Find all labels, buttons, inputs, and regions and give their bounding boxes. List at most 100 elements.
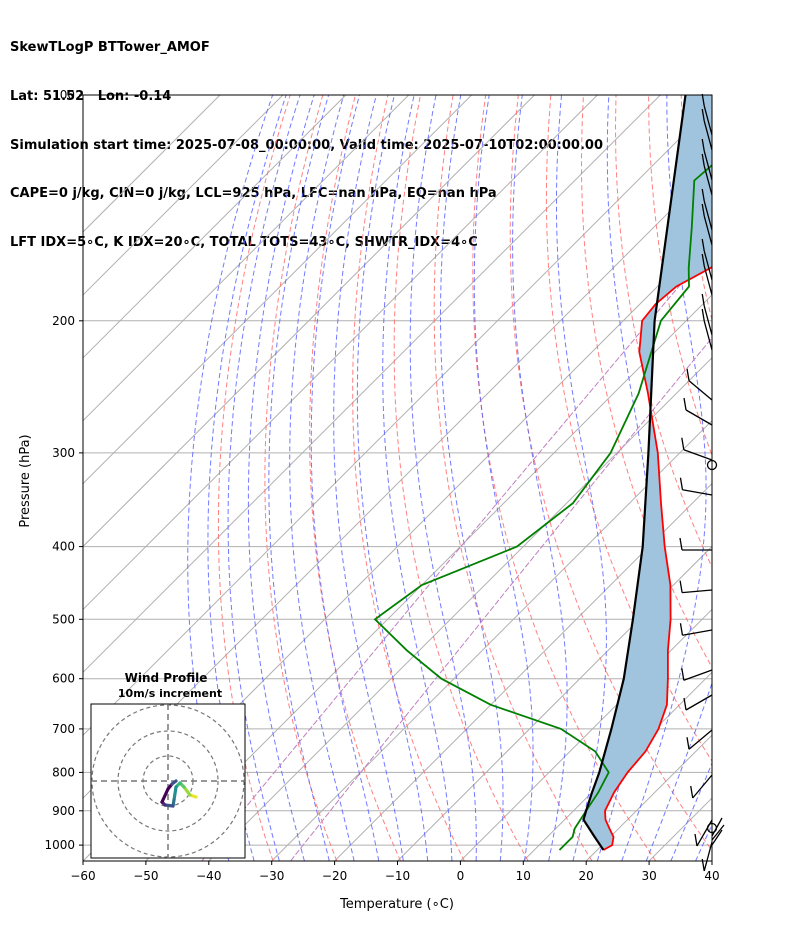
dewpoint-line <box>373 164 712 851</box>
hodograph-segment <box>170 779 178 786</box>
wind-barb-flag <box>701 858 705 872</box>
dry-adiabat-line <box>264 95 338 861</box>
moist-adiabat-line <box>268 95 330 861</box>
y-tick-label: 300 <box>52 446 75 460</box>
isotherm-line <box>460 608 712 861</box>
dry-adiabat-line <box>779 95 794 861</box>
isotherm-line <box>83 95 535 548</box>
wind-barb-flag <box>701 203 705 217</box>
isotherm-line <box>83 95 284 296</box>
wind-barb-flag <box>686 737 690 750</box>
y-tick-label: 700 <box>52 722 75 736</box>
moist-adiabat-line <box>473 95 534 861</box>
wind-barb-staff <box>703 215 713 246</box>
y-tick-label: 500 <box>52 612 75 626</box>
parcel-line <box>582 95 687 851</box>
hodograph-ring <box>117 730 219 832</box>
chart-title: SkewTLogP BTTower_AMOF <box>10 40 210 56</box>
dry-adiabat-line <box>352 95 465 861</box>
wind-barb-staff <box>703 841 713 872</box>
wind-barbs <box>679 93 725 872</box>
dry-adiabat-line <box>393 95 529 861</box>
wind-barb-staff <box>703 200 713 231</box>
wind-barb-flag <box>679 477 684 490</box>
y-tick-label: 100 <box>52 88 75 102</box>
wind-barb-staff <box>703 265 713 296</box>
hodograph-segment <box>160 787 170 804</box>
wind-barb-flag <box>679 580 683 593</box>
moist-adiabat-line <box>670 761 712 861</box>
wind-barb-flag <box>701 93 705 107</box>
isotherm-line <box>83 95 410 422</box>
isotherm-line <box>83 95 472 485</box>
wind-barb-staff <box>703 105 713 136</box>
wind-barb-staff <box>703 305 713 336</box>
wind-barb-flag <box>681 668 685 681</box>
x-tick-label: −50 <box>133 869 158 883</box>
wind-barb-staff <box>703 250 713 281</box>
wind-barb-flag <box>694 833 698 847</box>
wind-barb-staff <box>682 489 713 496</box>
isotherm-line <box>83 95 347 359</box>
dry-adiabat-line <box>545 95 712 763</box>
dry-adiabat-line <box>309 95 402 861</box>
location-line: Lat: 51.52 Lon: -0.14 <box>10 89 172 104</box>
dry-adiabat-line <box>217 95 291 861</box>
wind-barb-flag <box>690 785 694 799</box>
x-tick-label: 30 <box>641 869 656 883</box>
isotherm-line <box>83 95 221 233</box>
calm-wind-circle <box>706 459 718 471</box>
chart-header: SkewTLogP BTTower_AMOF Lat: 51.52 Lon: -… <box>10 8 603 267</box>
wind-barb-staff <box>683 449 713 461</box>
wind-barb-staff <box>688 380 713 401</box>
axes: −60 −50 −40 −30 −20 −10 0 10 20 30 40 1000 900 800 700… <box>44 88 719 883</box>
temperature-line <box>603 265 712 851</box>
isotherm-line <box>145 294 712 861</box>
moist-adiabat-line <box>556 95 607 861</box>
moist-adiabat-line <box>289 95 355 861</box>
dry-adiabat-line <box>433 95 593 861</box>
y-axis-label: Pressure (hPa) <box>18 434 33 527</box>
hodograph-segment <box>182 785 192 797</box>
wind-barb-flag <box>701 188 705 202</box>
wind-barb-flag <box>683 397 687 411</box>
wind-barb-flag <box>701 108 705 122</box>
y-tick-label: 200 <box>52 314 75 328</box>
x-tick-label: −40 <box>196 869 221 883</box>
wind-barb-staff <box>703 120 713 151</box>
dry-adiabat-line <box>509 95 712 852</box>
moist-adiabat-line <box>621 95 707 861</box>
x-axis-label: Temperature (∘C) <box>339 897 454 912</box>
y-tick-label: 800 <box>52 765 75 779</box>
stability-line: CAPE=0 j/kg, CIN=0 j/kg, LCL=925 hPa, LF… <box>10 186 497 202</box>
x-tick-label: 20 <box>579 869 594 883</box>
wind-barb-staff <box>711 824 725 841</box>
wind-barb-staff <box>688 729 713 750</box>
hodograph-segment <box>172 785 178 802</box>
dry-adiabat-line <box>714 95 794 861</box>
inset-title: Wind Profile <box>125 671 208 685</box>
wind-barb-flag <box>686 368 690 381</box>
moist-adiabat-line <box>382 95 453 861</box>
isotherm-line <box>397 545 712 861</box>
mixing-ratio-line <box>290 337 712 861</box>
plot-area <box>83 95 794 861</box>
wind-barb-staff <box>703 150 713 181</box>
wind-barb-staff <box>711 829 723 846</box>
moist-adiabat-line <box>356 95 429 861</box>
wind-barb-staff <box>682 589 713 594</box>
wind-barb-flag <box>701 253 705 267</box>
wind-barb-flag <box>683 697 687 711</box>
x-tick-label: −60 <box>70 869 95 883</box>
moist-adiabat-line <box>512 95 568 861</box>
wind-barb-flag <box>701 238 705 252</box>
isotherm-line <box>334 482 712 861</box>
cape-shading <box>583 95 712 850</box>
inset-subtitle: 10m/s increment <box>118 687 222 700</box>
isotherm-line <box>711 860 712 861</box>
isotherm-line <box>83 95 661 674</box>
wind-barb-flag <box>681 437 685 450</box>
x-tick-label: 10 <box>516 869 531 883</box>
x-tick-label: −20 <box>322 869 347 883</box>
wind-barb-flag <box>679 623 684 636</box>
